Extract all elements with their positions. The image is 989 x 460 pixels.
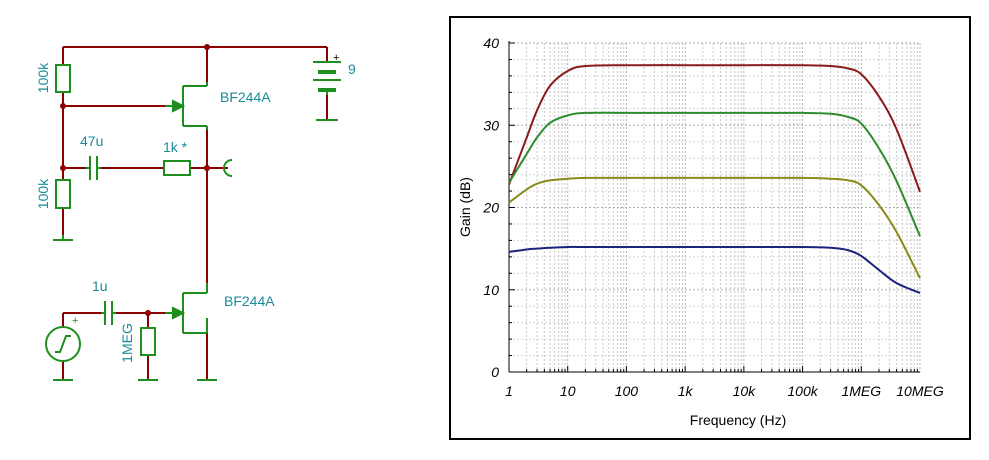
label-battery-voltage: 9 xyxy=(348,61,356,77)
y-axis-title: Gain (dB) xyxy=(457,177,473,237)
series-line-3 xyxy=(508,176,921,279)
output-terminal xyxy=(223,159,233,177)
y-tick-label: 20 xyxy=(482,200,499,216)
battery-plus-sign: + xyxy=(333,52,339,64)
label-fet-lower: BF244A xyxy=(224,293,275,309)
capacitor-47u xyxy=(86,156,101,180)
chart-axes xyxy=(508,41,920,373)
resistor-bottom xyxy=(55,179,71,209)
x-tick-label: 10k xyxy=(733,383,757,399)
x-axis-title: Frequency (Hz) xyxy=(690,412,786,428)
label-r-bottom: 100k xyxy=(35,178,51,209)
y-tick-label: 10 xyxy=(483,282,499,298)
fet-upper xyxy=(165,82,208,130)
amplifier-schematic: 100k 100k 47u 1k * BF244A BF244A 1u 1MEG… xyxy=(35,44,356,381)
chart-frame xyxy=(449,16,971,440)
x-tick-label: 100k xyxy=(787,383,818,399)
label-r-1meg: 1MEG xyxy=(119,323,135,363)
label-r-top: 100k xyxy=(35,62,51,93)
label-fet-upper: BF244A xyxy=(220,89,271,105)
ground-symbols xyxy=(53,119,338,381)
label-r-1k: 1k * xyxy=(163,139,188,155)
chart-series xyxy=(508,64,921,294)
x-tick-label: 1MEG xyxy=(841,383,881,399)
junction-dots xyxy=(60,44,210,316)
resistor-top xyxy=(55,64,71,93)
series-line-2 xyxy=(508,111,921,237)
y-tick-label: 0 xyxy=(491,364,499,380)
label-c-47u: 47u xyxy=(80,133,103,149)
fet-lower xyxy=(165,283,208,334)
x-tick-label: 1 xyxy=(505,383,513,399)
x-tick-label: 100 xyxy=(615,383,639,399)
series-line-1 xyxy=(508,64,921,193)
source-plus-sign: + xyxy=(72,315,78,327)
schematic-components xyxy=(45,61,341,381)
series-line-4 xyxy=(508,245,921,294)
label-c-1u: 1u xyxy=(92,278,108,294)
resistor-1meg xyxy=(140,327,156,356)
signal-source xyxy=(45,326,81,362)
x-tick-label: 1k xyxy=(678,383,694,399)
chart-grid xyxy=(508,42,921,373)
y-tick-label: 30 xyxy=(483,117,499,133)
resistor-1k xyxy=(163,160,191,176)
x-tick-label: 10 xyxy=(560,383,576,399)
chart-ticks: 1 10 100 1k 10k 100k 1MEG 10MEG 0 10 20 30 40 xyxy=(482,35,943,399)
battery xyxy=(313,61,341,95)
y-tick-label: 40 xyxy=(483,35,499,51)
capacitor-1u xyxy=(101,301,116,325)
x-tick-label: 10MEG xyxy=(896,383,944,399)
